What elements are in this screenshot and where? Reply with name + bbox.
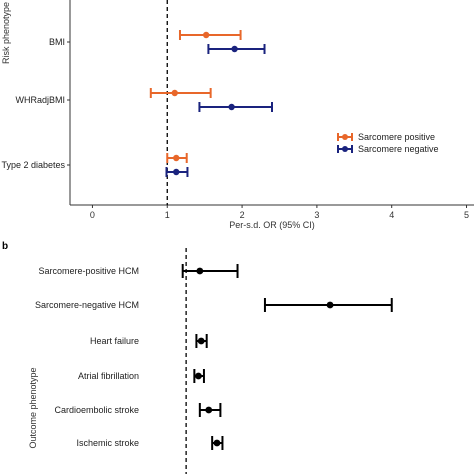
- panel-a-x-tick-label: 1: [165, 210, 170, 220]
- panel-a-category-label: BMI: [49, 37, 65, 47]
- panel-a-point-estimate: [173, 154, 180, 162]
- panel-a-category-label: WHRadjBMI: [15, 95, 65, 105]
- panel-b-category-labels: Sarcomere-positive HCM Sarcomere-negative…: [35, 266, 139, 448]
- panel-a-marks: [149, 30, 273, 177]
- panel-b-point-estimate: [196, 267, 204, 275]
- panel-b-category-label: Cardioembolic stroke: [54, 405, 139, 415]
- panel-a-point-estimate: [171, 89, 178, 97]
- panel-a-legend-item: Sarcomere negative: [337, 144, 439, 154]
- panel-a-x-tick-label: 5: [464, 210, 469, 220]
- panel-b-category-label: Sarcomere-negative HCM: [35, 300, 139, 310]
- panel-a-x-tick-label: 2: [240, 210, 245, 220]
- panel-a-legend-label: Sarcomere positive: [358, 132, 435, 142]
- panel-b-point-estimate: [197, 337, 205, 345]
- panel-b-background: [145, 240, 474, 474]
- panel-a-category-label: Type 2 diabetes: [1, 160, 65, 170]
- panel-b-point-estimate: [326, 301, 334, 309]
- panel-a-legend: Sarcomere positive Sarcomere negative: [337, 132, 439, 154]
- panel-a-point-estimate: [173, 168, 180, 176]
- panel-b-marks: [181, 264, 393, 450]
- legend-swatch-dot: [342, 134, 348, 140]
- panel-b-point-estimate: [195, 372, 202, 380]
- panel-a-x-tick-label: 0: [90, 210, 95, 220]
- panel-a-y-axis-title: Risk phenotype: [1, 2, 11, 64]
- panel-a-legend-item: Sarcomere positive: [337, 132, 435, 142]
- panel-a-x-tick-label: 4: [389, 210, 394, 220]
- panel-b-y-axis-title: Outcome phenotype: [28, 367, 38, 448]
- panel-b-outcome-phenotype: b Sarcomere-positive HCM Sarcomere-negati…: [2, 240, 474, 474]
- panel-a-point-estimate: [231, 45, 238, 53]
- panel-b-point-estimate: [213, 439, 221, 447]
- panel-b-point-estimate: [205, 406, 213, 414]
- panel-a-point-estimate: [228, 103, 235, 111]
- legend-swatch-dot: [342, 146, 348, 152]
- panel-b-category-label: Sarcomere-positive HCM: [38, 266, 139, 276]
- panel-a-point-estimate: [202, 31, 210, 39]
- panel-a-risk-phenotype: 0 1 2 3 4 5 BMI WHRadjBMI Type 2 diabetes Per-s…: [1, 0, 474, 230]
- panel-b-letter: b: [2, 241, 8, 252]
- panel-a-x-tick-label: 3: [314, 210, 319, 220]
- panel-a-category-labels: BMI WHRadjBMI Type 2 diabetes: [1, 37, 70, 170]
- panel-a-legend-label: Sarcomere negative: [358, 144, 439, 154]
- panel-a-x-axis-title: Per-s.d. OR (95% CI): [229, 220, 315, 230]
- panel-b-category-label: Ischemic stroke: [76, 438, 139, 448]
- panel-b-category-label: Atrial fibrillation: [78, 371, 139, 381]
- panel-b-category-label: Heart failure: [90, 336, 139, 346]
- panel-a-x-axis: 0 1 2 3 4 5: [69, 0, 474, 220]
